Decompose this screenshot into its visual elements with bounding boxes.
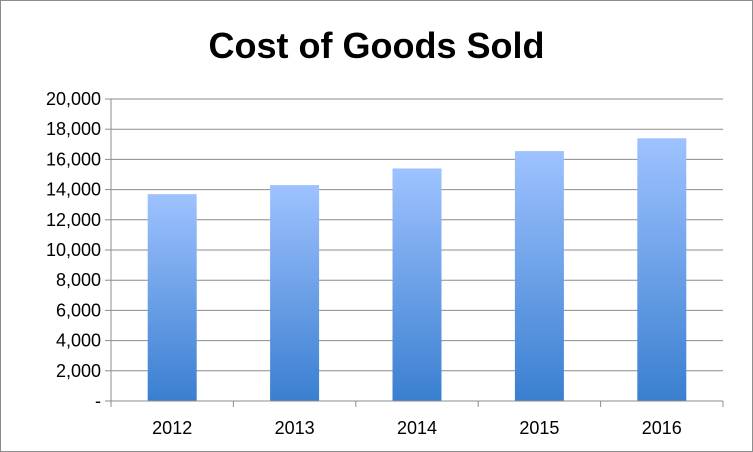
y-tick-label: 8,000 <box>56 270 101 290</box>
bar-2015 <box>514 151 564 401</box>
x-tick-labels: 2012 2013 2014 2015 2016 <box>152 418 682 438</box>
y-tick-label: 6,000 <box>56 300 101 320</box>
x-tick-label: 2012 <box>152 418 192 438</box>
y-tick-label: 20,000 <box>46 89 101 109</box>
bars <box>147 138 687 401</box>
chart-title: Cost of Goods Sold <box>208 25 545 66</box>
axes <box>105 98 724 407</box>
y-tick-label: 16,000 <box>46 149 101 169</box>
bar-2014 <box>392 168 442 401</box>
bar-2012 <box>147 194 197 401</box>
y-tick-label: 2,000 <box>56 361 101 381</box>
bar-2016 <box>637 138 687 401</box>
x-tick-label: 2014 <box>397 418 437 438</box>
bar-2013 <box>270 185 320 401</box>
y-tick-label: 4,000 <box>56 331 101 351</box>
y-tick-label: 18,000 <box>46 119 101 139</box>
y-tick-label: 14,000 <box>46 180 101 200</box>
y-tick-label: - <box>95 391 101 411</box>
y-tick-label: 12,000 <box>46 210 101 230</box>
x-tick-label: 2013 <box>275 418 315 438</box>
y-tick-labels: - 2,000 4,000 6,000 8,000 10,000 12,000 14,000 1… <box>46 89 101 411</box>
x-tick-label: 2016 <box>642 418 682 438</box>
x-tick-label: 2015 <box>519 418 559 438</box>
y-tick-label: 10,000 <box>46 240 101 260</box>
